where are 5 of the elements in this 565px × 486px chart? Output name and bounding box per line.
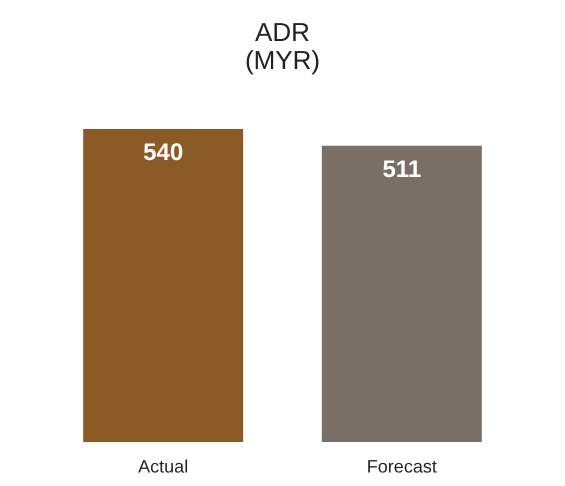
chart-title: ADR (MYR) — [244, 17, 320, 75]
x-tick-label: Forecast — [366, 456, 437, 476]
data-label: 540 — [143, 139, 184, 166]
data-label: 511 — [382, 156, 422, 183]
x-tick-label: Actual — [138, 456, 188, 476]
